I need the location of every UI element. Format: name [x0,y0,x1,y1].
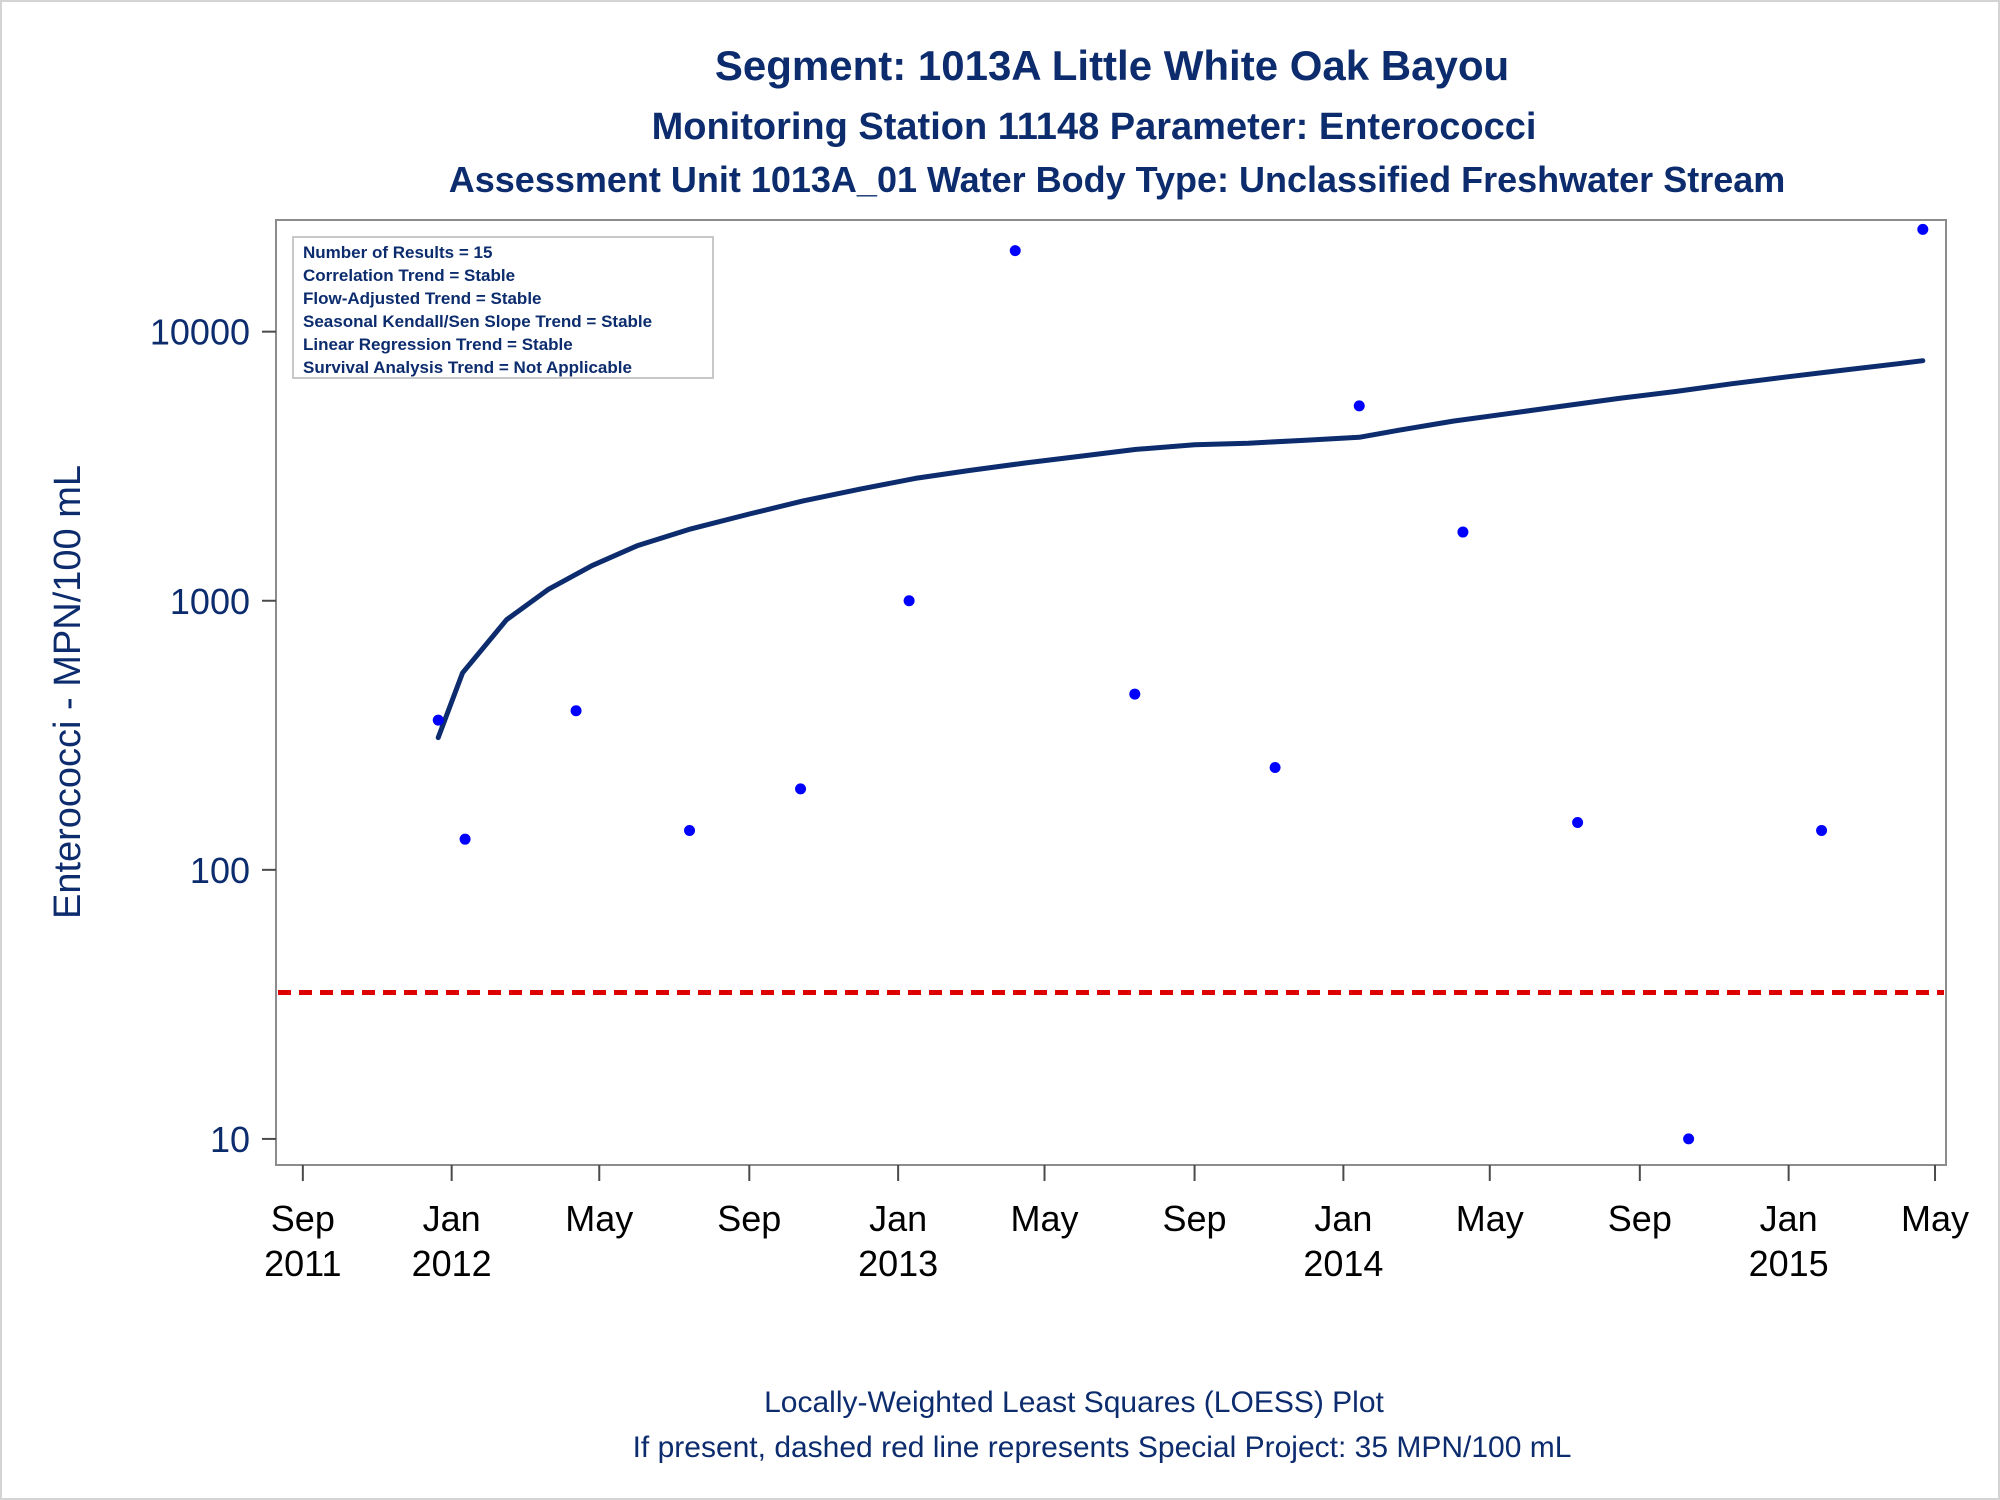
loess-line [435,358,1926,741]
data-point [1917,223,1929,235]
x-tick-label: Sep [1608,1198,1672,1239]
data-point [1683,1133,1695,1145]
loess-layer [435,358,1926,741]
data-point [1269,762,1281,774]
chart-subtitle-2: Assessment Unit 1013A_01 Water Body Type… [449,159,1786,200]
y-tick-label: 10 [210,1119,250,1160]
stats-line-1: Number of Results = 15 [303,243,492,262]
x-tick-year: 2014 [1303,1243,1383,1284]
data-point [684,825,696,837]
data-point [903,595,915,607]
data-point [795,783,807,795]
x-tick-label: Sep [271,1198,335,1239]
stats-line-6: Survival Analysis Trend = Not Applicable [303,358,632,377]
stats-line-2: Correlation Trend = Stable [303,266,515,285]
data-point [459,833,471,845]
x-tick-year: 2013 [858,1243,938,1284]
y-axis-label: Enterococci - MPN/100 mL [47,465,89,919]
x-tick-year: 2015 [1749,1243,1829,1284]
stats-line-5: Linear Regression Trend = Stable [303,335,573,354]
chart-title: Segment: 1013A Little White Oak Bayou [715,42,1509,89]
data-point [1572,816,1584,828]
chart-subtitle: Monitoring Station 11148 Parameter: Ente… [652,106,1537,148]
x-tick-label: Jan [1314,1198,1372,1239]
x-tick-label: May [1456,1198,1524,1239]
data-point [1457,526,1469,538]
y-axis-ticks: 10 100 1000 10000 [150,312,276,1160]
scatter-layer [432,223,1929,1145]
x-tick-year: 2012 [412,1243,492,1284]
stats-line-4: Seasonal Kendall/Sen Slope Trend = Stabl… [303,312,652,331]
x-tick-label: Sep [717,1198,781,1239]
x-tick-label: May [1011,1198,1079,1239]
stats-line-3: Flow-Adjusted Trend = Stable [303,289,542,308]
stats-box-border [292,236,714,379]
data-point [1816,825,1828,837]
x-tick-label: Jan [1760,1198,1818,1239]
y-tick-label: 10000 [150,312,250,353]
footnote-1: Locally-Weighted Least Squares (LOESS) P… [764,1386,1384,1419]
data-point [570,705,582,717]
x-tick-label: Sep [1163,1198,1227,1239]
data-point [1129,688,1141,700]
x-tick-label: Jan [423,1198,481,1239]
data-point [1009,245,1021,257]
x-tick-year: 2011 [264,1243,341,1284]
x-tick-label: Jan [869,1198,927,1239]
data-point [432,714,444,726]
y-tick-label: 1000 [170,581,250,622]
stats-box: Number of Results = 15 Correlation Trend… [292,236,714,379]
x-tick-label: May [565,1198,633,1239]
data-point [1353,400,1365,412]
x-tick-label: May [1901,1198,1969,1239]
footnote-2: If present, dashed red line represents S… [633,1431,1572,1464]
y-tick-label: 100 [190,850,250,891]
